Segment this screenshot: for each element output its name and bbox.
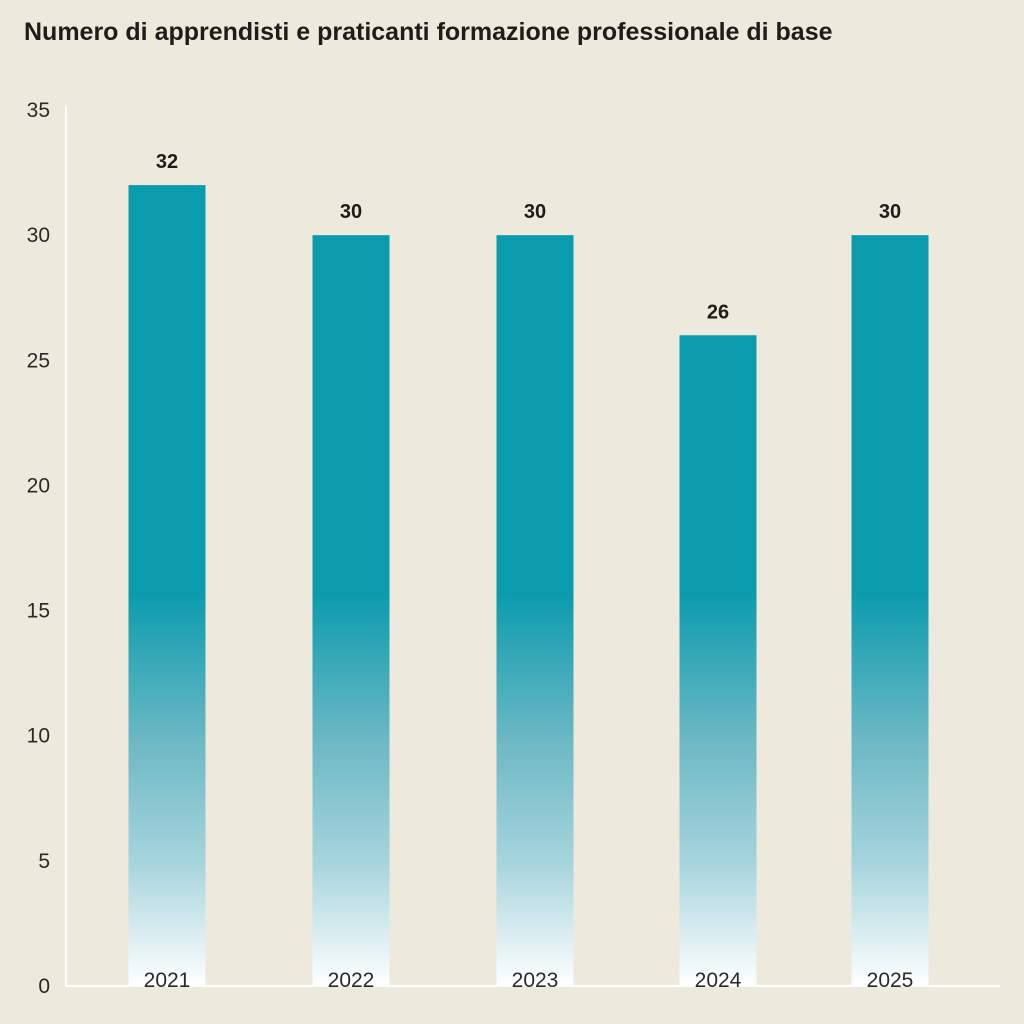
x-tick-label: 2025	[867, 969, 914, 992]
bar-2023	[496, 235, 574, 987]
x-tick-label: 2024	[695, 969, 742, 992]
x-tick-label: 2022	[328, 969, 375, 992]
bars-layer	[128, 185, 929, 987]
x-tick-label: 2023	[512, 969, 559, 992]
data-label: 30	[524, 201, 546, 223]
bar-2025	[851, 235, 929, 987]
chart-title: Numero di apprendisti e praticanti forma…	[24, 18, 833, 46]
x-tick-label: 2021	[144, 969, 191, 992]
y-tick-label: 0	[38, 975, 50, 998]
y-tick-label: 30	[27, 224, 50, 247]
y-tick-label: 20	[27, 474, 50, 497]
axes-layer	[65, 106, 1000, 987]
y-tick-label: 25	[27, 349, 50, 372]
data-label: 30	[879, 201, 901, 223]
data-label: 26	[707, 301, 729, 323]
bar-2022	[312, 235, 390, 987]
data-label: 30	[340, 201, 362, 223]
bar-2021	[128, 185, 206, 987]
y-tick-label: 15	[27, 600, 50, 623]
y-tick-label: 35	[27, 99, 50, 122]
y-tick-label: 5	[38, 850, 50, 873]
y-tick-label: 10	[27, 725, 50, 748]
data-label: 32	[156, 151, 178, 173]
bar-2024	[679, 335, 757, 986]
